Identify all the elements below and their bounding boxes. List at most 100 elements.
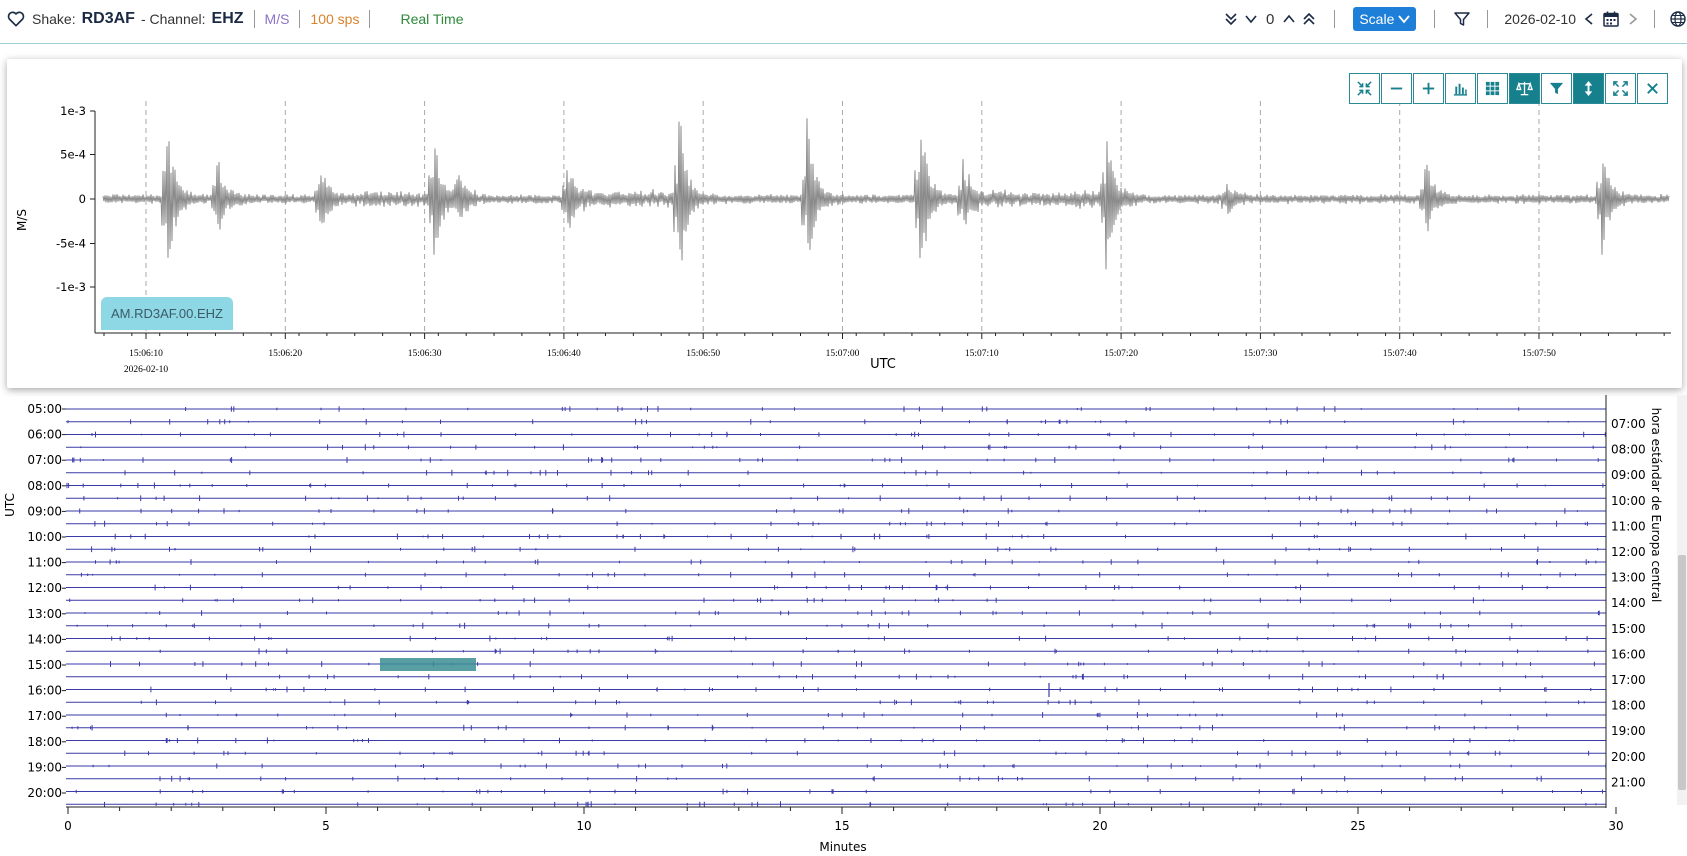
filter-button[interactable] bbox=[1541, 73, 1572, 104]
helicorder-local-hour-label: 11:00 bbox=[1611, 519, 1646, 533]
helicorder-plot[interactable]: 05:00 06:00 07:00 08:00 09:00 10:00 11:00 12:00… bbox=[0, 395, 1677, 856]
helicorder-blips bbox=[95, 559, 1597, 565]
real-time-label[interactable]: Real Time bbox=[400, 11, 464, 27]
helicorder-x-tick-label: 30 bbox=[1608, 819, 1623, 833]
helicorder-local-hour-label: 21:00 bbox=[1611, 775, 1646, 789]
helicorder-blips bbox=[226, 673, 1543, 680]
helicorder-local-hour-label: 07:00 bbox=[1611, 417, 1646, 431]
helicorder-scrollbar[interactable] bbox=[1677, 395, 1687, 805]
vertical-scale-button[interactable] bbox=[1573, 73, 1604, 104]
compress-icon bbox=[1357, 81, 1372, 96]
helicorder-hour-label: 05:00 bbox=[27, 402, 62, 416]
vertical-arrows-icon bbox=[1584, 80, 1593, 97]
helicorder-selection[interactable] bbox=[380, 658, 476, 671]
helicorder-right-axis-label: hora estándar de Europa central bbox=[1649, 408, 1663, 603]
header-controls: 0 Scale 2026-02-10 bbox=[1224, 0, 1687, 38]
helicorder-local-hour-label: 16:00 bbox=[1611, 647, 1646, 661]
x-tick-label: 15:06:50 bbox=[686, 349, 720, 359]
helicorder-left-axis-label: UTC bbox=[3, 493, 17, 517]
helicorder-local-hour-label: 15:00 bbox=[1611, 622, 1646, 636]
top-bar: Shake: RD3AF - Channel: EHZ M/S 100 sps … bbox=[0, 0, 1687, 44]
station-name: RD3AF bbox=[81, 10, 135, 27]
helicorder-blips bbox=[66, 482, 1604, 489]
y-tick-label: 5e-4 bbox=[60, 148, 86, 162]
helicorder-local-hour-label: 12:00 bbox=[1611, 545, 1646, 559]
helicorder-blips bbox=[154, 584, 1548, 591]
zoom-in-button[interactable] bbox=[1413, 73, 1444, 104]
x-tick-label: 15:07:10 bbox=[965, 349, 999, 359]
expand-button[interactable] bbox=[1605, 73, 1636, 104]
chevron-down-icon bbox=[1398, 15, 1411, 24]
globe-icon[interactable] bbox=[1669, 10, 1687, 28]
helicorder-blips bbox=[84, 610, 1600, 616]
expand-icon bbox=[1613, 81, 1628, 96]
x-tick-label: 15:06:20 bbox=[268, 349, 302, 359]
scale-balance-button[interactable] bbox=[1509, 73, 1540, 104]
waveform-trace bbox=[102, 118, 1670, 270]
calendar-icon[interactable] bbox=[1602, 10, 1620, 28]
helicorder-traces bbox=[66, 406, 1607, 808]
helicorder-blips bbox=[80, 571, 1576, 578]
helicorder-blips bbox=[124, 469, 1482, 476]
unit-label: M/S bbox=[264, 11, 290, 27]
helicorder-right-axis: 07:00 08:00 09:00 10:00 11:00 12:00 13:00 14:00… bbox=[1605, 395, 1646, 808]
helicorder-blips bbox=[91, 431, 1606, 438]
x-tick-label: 15:07:00 bbox=[826, 349, 860, 359]
scale-button-label: Scale bbox=[1359, 11, 1395, 27]
filter-icon[interactable] bbox=[1453, 10, 1471, 28]
helicorder-hour-label: 18:00 bbox=[27, 735, 62, 749]
channel-label: - Channel: bbox=[140, 11, 206, 27]
helicorder-blips bbox=[79, 508, 1578, 514]
compress-button[interactable] bbox=[1349, 73, 1380, 104]
helicorder-left-axis: 05:00 06:00 07:00 08:00 09:00 10:00 11:00 12:00… bbox=[27, 402, 66, 800]
helicorder-blips bbox=[69, 597, 1484, 604]
histogram-button[interactable] bbox=[1445, 73, 1476, 104]
date-label[interactable]: 2026-02-10 bbox=[1504, 11, 1576, 27]
close-button[interactable] bbox=[1637, 73, 1668, 104]
x-tick-label: 15:07:30 bbox=[1244, 349, 1278, 359]
waveform-toolbar bbox=[1349, 73, 1668, 104]
helicorder-x-tick-label: 25 bbox=[1350, 819, 1365, 833]
waveform-plot[interactable]: 1e-35e-40-5e-4-1e-3 15:06:10 15:06:20 15:0… bbox=[7, 59, 1682, 388]
chevron-left-icon[interactable] bbox=[1582, 12, 1596, 26]
helicorder-local-hour-label: 17:00 bbox=[1611, 673, 1646, 687]
histogram-icon bbox=[1453, 83, 1468, 96]
helicorder-blips bbox=[185, 406, 1520, 412]
chevron-right-icon[interactable] bbox=[1626, 12, 1640, 26]
helicorder-x-tick-label: 5 bbox=[322, 819, 330, 833]
helicorder-blips bbox=[94, 520, 1588, 527]
x-tick-label: 15:06:40 bbox=[547, 349, 581, 359]
helicorder-blips bbox=[114, 533, 1526, 540]
station-info: Shake: RD3AF - Channel: EHZ M/S 100 sps … bbox=[6, 0, 464, 38]
waveform-trace-group bbox=[102, 118, 1670, 270]
helicorder-blips bbox=[91, 546, 1599, 553]
y-tick-label: -1e-3 bbox=[56, 280, 86, 294]
double-chevron-down-icon[interactable] bbox=[1224, 12, 1238, 26]
heart-icon[interactable] bbox=[6, 9, 26, 29]
helicorder-hour-label: 12:00 bbox=[27, 581, 62, 595]
waveform-panel[interactable]: 1e-3 5e-4 0 -5e-4 -1e-3 15:06:10 15:06:20 15:0… bbox=[7, 59, 1682, 388]
x-axis-ticks: 15:06:10 15:06:20 15:06:30 15:06:40 15:06:50… bbox=[103, 333, 1665, 359]
station-tag: AM.RD3AF.00.EHZ bbox=[101, 297, 233, 330]
double-chevron-up-icon[interactable] bbox=[1302, 12, 1316, 26]
helicorder-hour-label: 09:00 bbox=[27, 504, 62, 518]
helicorder-blips bbox=[140, 699, 1585, 706]
grid-button[interactable] bbox=[1477, 73, 1508, 104]
y-tick-label: 1e-3 bbox=[60, 104, 86, 118]
helicorder-blips bbox=[75, 788, 1603, 795]
x-tick-label: 15:06:10 bbox=[129, 349, 163, 359]
helicorder-local-hour-label: 13:00 bbox=[1611, 571, 1646, 585]
chevron-up-icon[interactable] bbox=[1282, 12, 1296, 26]
helicorder-hour-label: 13:00 bbox=[27, 607, 62, 621]
helicorder-blips bbox=[104, 801, 1597, 808]
minus-icon bbox=[1390, 87, 1403, 90]
helicorder-x-axis: 0 5 10 15 20 25 30 bbox=[64, 806, 1624, 833]
chevron-down-icon[interactable] bbox=[1244, 12, 1258, 26]
helicorder-scroll-thumb[interactable] bbox=[1678, 555, 1686, 790]
y-axis-ticks: 1e-3 5e-4 0 -5e-4 -1e-3 bbox=[56, 104, 95, 294]
scale-button[interactable]: Scale bbox=[1353, 7, 1417, 31]
zoom-out-button[interactable] bbox=[1381, 73, 1412, 104]
helicorder-x-tick-label: 0 bbox=[64, 819, 72, 833]
separator bbox=[1434, 10, 1436, 28]
y-axis-label: M/S bbox=[15, 209, 29, 231]
